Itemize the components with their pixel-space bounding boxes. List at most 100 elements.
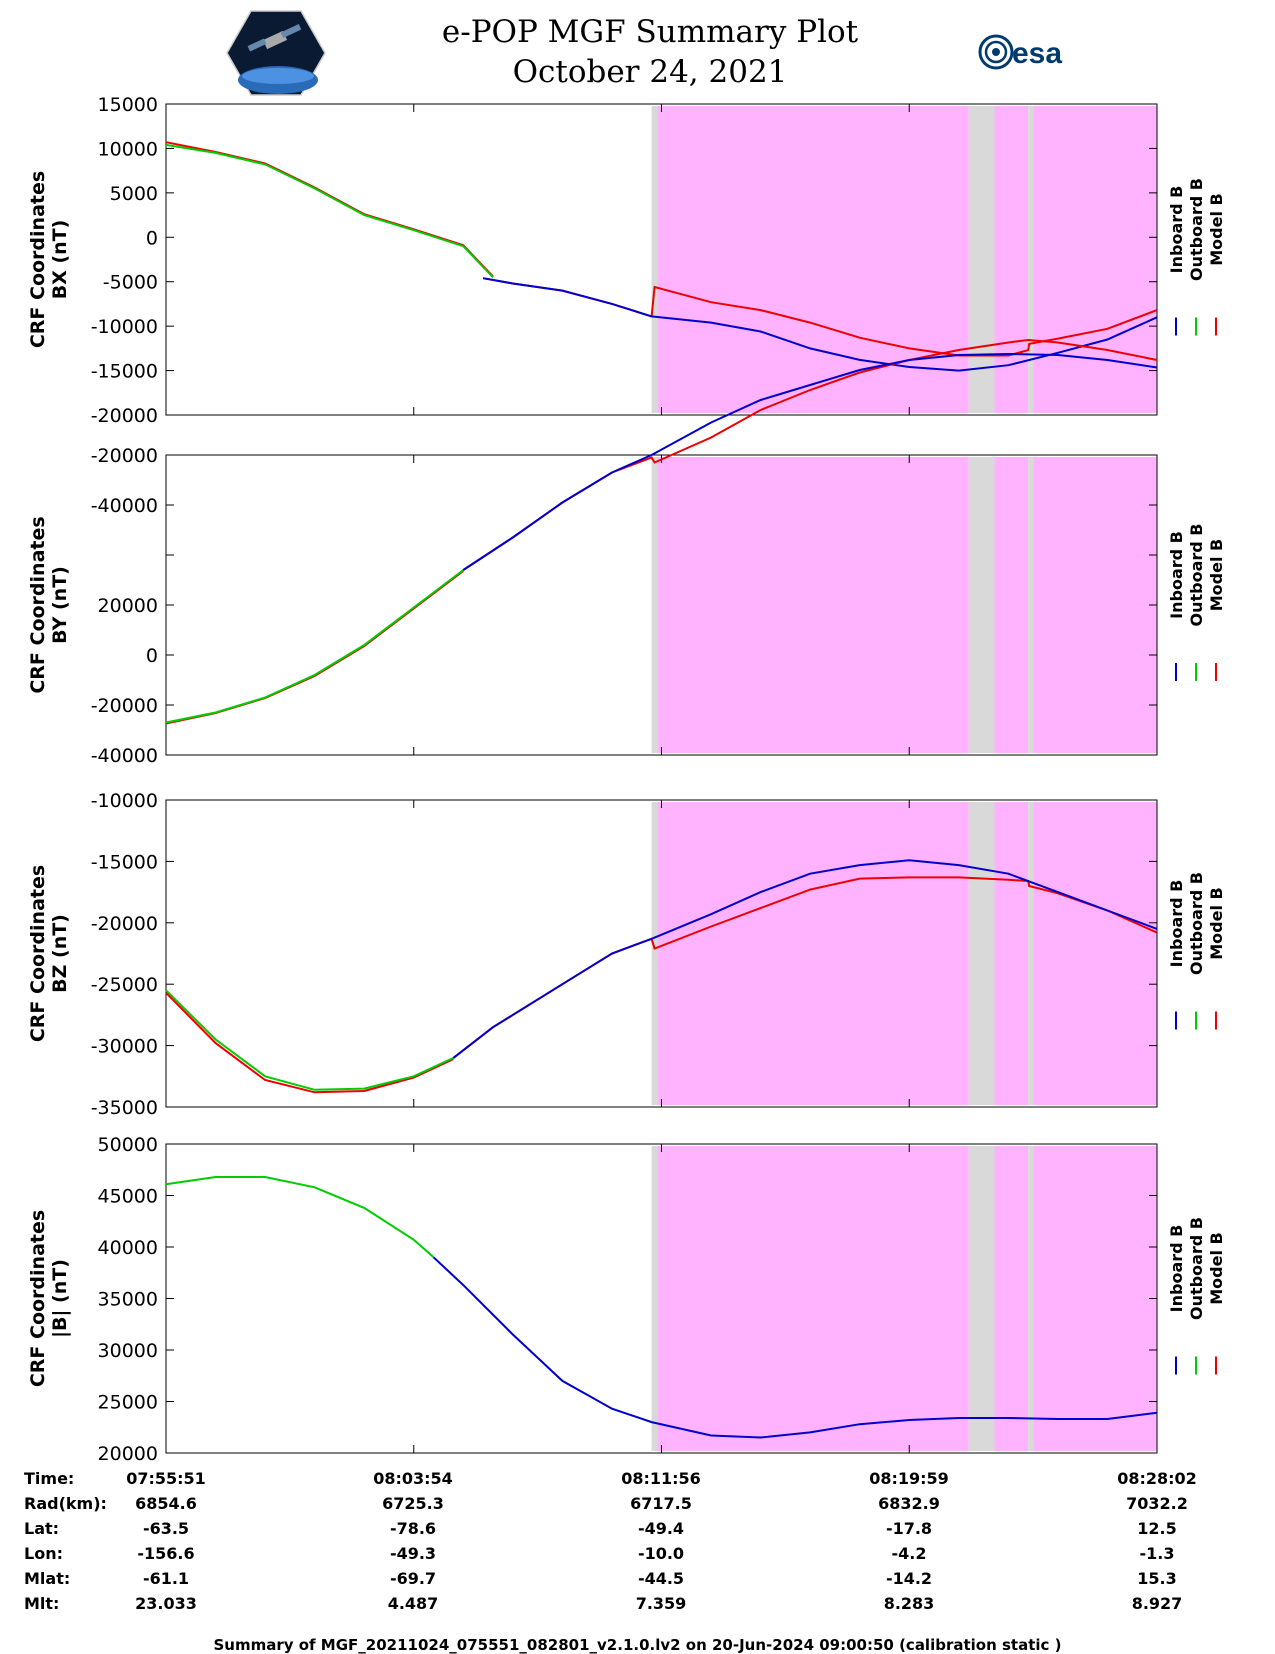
y-tick-label: 0	[146, 227, 158, 249]
ephemeris-value: 08:19:59	[869, 1469, 949, 1488]
ephemeris-value: -1.3	[1140, 1544, 1175, 1563]
series-line-inboard-b	[482, 277, 1158, 372]
y-tick-label: -10000	[91, 790, 158, 812]
ephemeris-value: -63.5	[143, 1519, 189, 1538]
y-tick-label: 5000	[110, 183, 158, 205]
y-tick-label: -5000	[103, 272, 158, 294]
y-tick-label: -25000	[91, 974, 158, 996]
y-axis-label: CRF Coordinates	[27, 516, 49, 693]
ephemeris-value: 7032.2	[1126, 1494, 1188, 1513]
ephemeris-row-label: Lon:	[24, 1544, 63, 1563]
series-line-model-b	[165, 570, 464, 725]
y-tick-label: -20000	[91, 405, 158, 427]
ephemeris-value: -49.4	[638, 1519, 684, 1538]
y-axis-label: BY (nT)	[49, 566, 71, 644]
y-tick-label: -35000	[91, 1097, 158, 1119]
cassiope-satellite-logo-icon	[226, 10, 326, 96]
shade-band	[1033, 802, 1157, 1105]
y-tick-label: 50000	[98, 1134, 158, 1156]
y-tick-label: 30000	[98, 1340, 158, 1362]
legend-label: Inboard B	[1167, 531, 1186, 619]
y-tick-label: 40000	[98, 1237, 158, 1259]
series-line-outboard-b	[165, 569, 464, 724]
y-tick-label: 20000	[98, 1443, 158, 1465]
y-axis-label: CRF Coordinates	[27, 171, 49, 348]
ephemeris-value: 08:11:56	[621, 1469, 701, 1488]
y-tick-label: -20000	[91, 695, 158, 717]
shade-band	[968, 457, 995, 753]
ephemeris-value: 6717.5	[630, 1494, 692, 1513]
legend-label: Outboard B	[1187, 178, 1206, 281]
y-tick-label: -15000	[91, 851, 158, 873]
series-line-outboard-b	[165, 143, 494, 278]
ephemeris-value: -69.7	[390, 1569, 436, 1588]
y-tick-label: 0	[146, 645, 158, 667]
page-title: e-POP MGF Summary Plot October 24, 2021	[300, 12, 1000, 92]
y-tick-label: 35000	[98, 1289, 158, 1311]
shade-band	[1028, 457, 1034, 753]
ephemeris-row-label: Time:	[24, 1469, 74, 1488]
shade-band	[968, 802, 995, 1105]
ephemeris-value: -10.0	[638, 1544, 684, 1563]
shade-band	[1028, 1146, 1034, 1451]
series-line-inboard-b	[462, 352, 1158, 571]
legend-label: Inboard B	[1167, 1225, 1186, 1313]
ephemeris-value: 6725.3	[382, 1494, 444, 1513]
shade-band	[651, 1146, 658, 1451]
ephemeris-value: 23.033	[135, 1594, 197, 1613]
ephemeris-value: -49.3	[390, 1544, 436, 1563]
chart-panel-1: 15000 10000 5000 0 -5000 -10000 -15000 -20000 CR…	[27, 94, 1226, 427]
ephemeris-row-label: Mlat:	[24, 1569, 70, 1588]
series-line-outboard-b	[165, 989, 454, 1091]
title-line-2: October 24, 2021	[512, 54, 788, 90]
ephemeris-value: 15.3	[1137, 1569, 1176, 1588]
esa-logo-text: esa	[1012, 37, 1062, 70]
shade-band	[657, 1146, 969, 1451]
y-axis-label: CRF Coordinates	[27, 865, 49, 1042]
y-tick-label: -20000	[91, 913, 158, 935]
ephemeris-value: 12.5	[1137, 1519, 1176, 1538]
y-tick-label: -20000	[91, 445, 158, 467]
y-tick-label: 20000	[98, 595, 158, 617]
ephemeris-value: 08:28:02	[1117, 1469, 1197, 1488]
y-tick-label: -30000	[91, 1036, 158, 1058]
footer-summary: Summary of MGF_20211024_075551_082801_v2…	[213, 1636, 1062, 1654]
shade-band	[968, 106, 995, 413]
shade-band	[1033, 1146, 1157, 1451]
legend-label: Outboard B	[1187, 524, 1206, 627]
series-line-model-b	[165, 992, 454, 1094]
ephemeris-value: 7.359	[636, 1594, 687, 1613]
esa-logo-icon: esa	[978, 34, 1062, 70]
ephemeris-value: -14.2	[886, 1569, 932, 1588]
legend-label: Outboard B	[1187, 872, 1206, 975]
legend-label: Model B	[1207, 1232, 1226, 1304]
shade-band	[651, 106, 658, 413]
chart-panel-4: 50000 45000 40000 35000 30000 25000 20000 CRF C…	[27, 1134, 1226, 1465]
legend-label: Inboard B	[1167, 186, 1186, 274]
y-tick-label: -10000	[91, 316, 158, 338]
y-axis-label: |B| (nT)	[49, 1259, 71, 1338]
shade-band	[651, 802, 658, 1105]
ephemeris-value: -44.5	[638, 1569, 684, 1588]
shade-band	[657, 106, 969, 413]
ephemeris-value: 6832.9	[878, 1494, 940, 1513]
shade-band	[1028, 106, 1034, 413]
series-line-outboard-b	[165, 1176, 435, 1259]
shade-band	[994, 1146, 1029, 1451]
ephemeris-value: -156.6	[137, 1544, 194, 1563]
series-line-inboard-b	[452, 859, 1158, 1059]
shade-band	[1033, 457, 1157, 753]
ephemeris-value: 6854.6	[135, 1494, 197, 1513]
y-tick-label: 45000	[98, 1186, 158, 1208]
ephemeris-value: 8.283	[884, 1594, 935, 1613]
ephemeris-row-label: Lat:	[24, 1519, 59, 1538]
shade-band	[651, 457, 658, 753]
legend-label: Inboard B	[1167, 880, 1186, 968]
ephemeris-value: 07:55:51	[126, 1469, 206, 1488]
shade-band	[968, 1146, 995, 1451]
shade-band	[1033, 106, 1157, 413]
y-tick-label: -40000	[91, 745, 158, 767]
ephemeris-row-label: Rad(km):	[24, 1494, 107, 1513]
y-axis-label: BX (nT)	[49, 220, 71, 300]
